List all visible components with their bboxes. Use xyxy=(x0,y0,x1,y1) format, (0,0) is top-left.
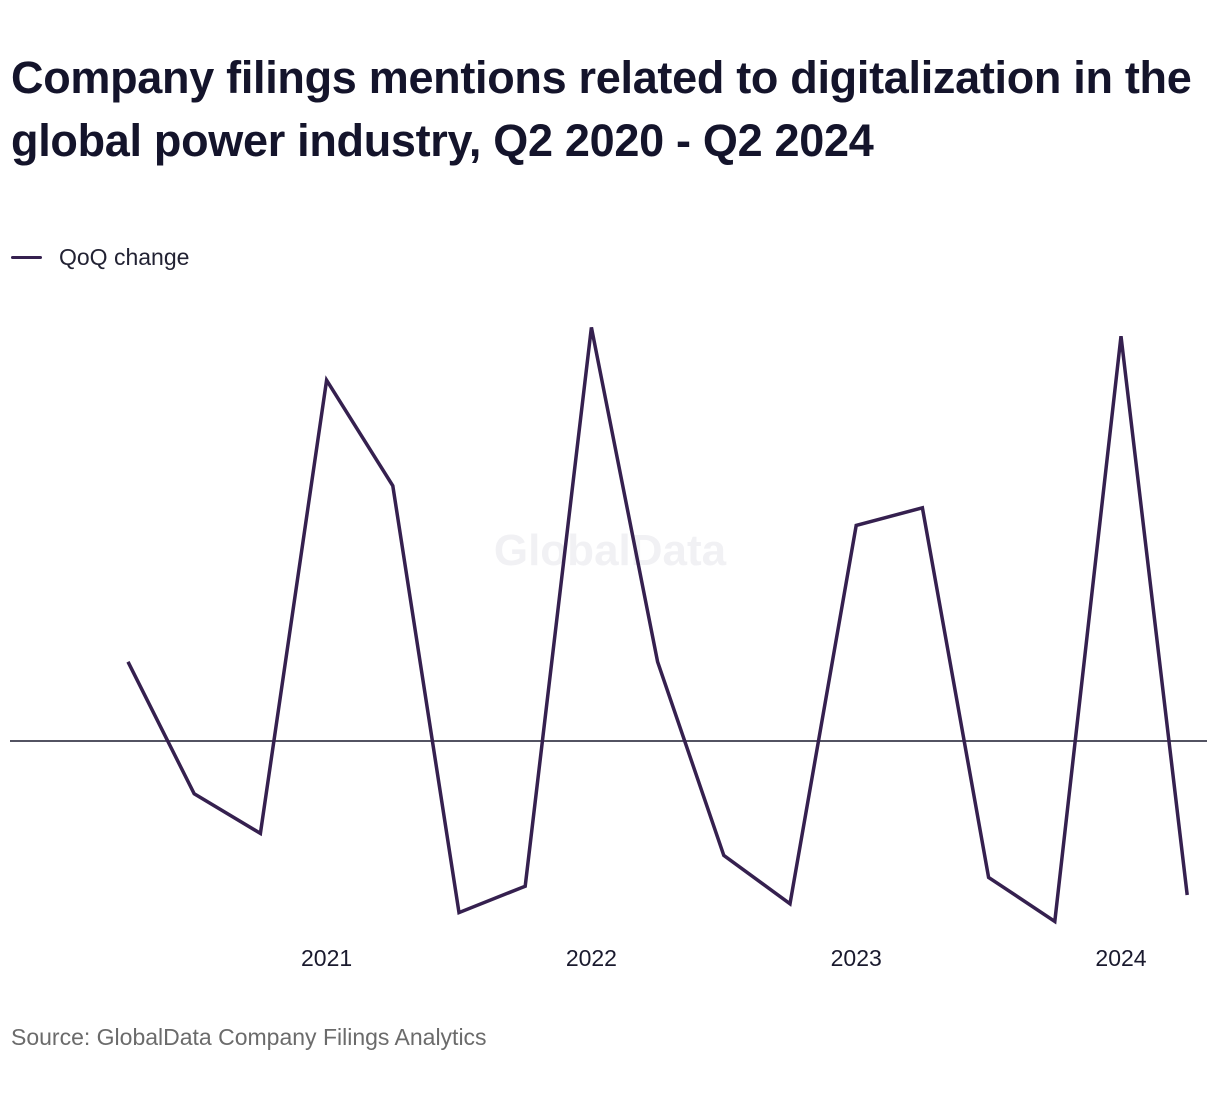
legend: QoQ change xyxy=(11,243,189,271)
x-tick-label-2022: 2022 xyxy=(566,945,617,971)
x-tick-label-2023: 2023 xyxy=(831,945,882,971)
line-chart: GlobalData 2021 2022 2023 2024 xyxy=(10,327,1207,971)
source-note: Source: GlobalData Company Filings Analy… xyxy=(11,1024,487,1050)
watermark: GlobalData xyxy=(494,526,727,575)
x-axis: 2021 2022 2023 2024 xyxy=(301,945,1147,971)
legend-swatch xyxy=(11,255,42,259)
x-tick-label-2024: 2024 xyxy=(1095,945,1146,971)
series-line-qoq-change xyxy=(126,327,1189,925)
x-tick-label-2021: 2021 xyxy=(301,945,352,971)
series-layer xyxy=(126,327,1189,925)
chart-title: Company filings mentions related to digi… xyxy=(11,52,1192,166)
legend-label-qoq-change: QoQ change xyxy=(59,243,190,270)
